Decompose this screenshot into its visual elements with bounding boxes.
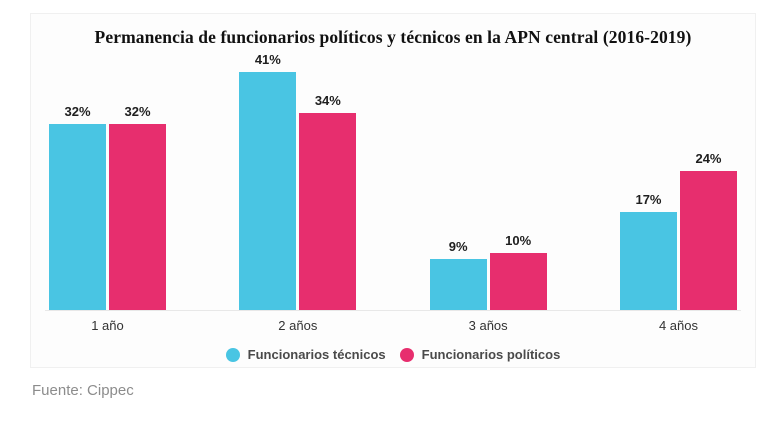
bar xyxy=(619,212,677,311)
legend-dot-icon xyxy=(399,347,414,362)
chart-title: Permanencia de funcionarios políticos y … xyxy=(94,27,692,47)
bar-group-3: 9% 10% 3 años xyxy=(429,233,547,333)
bar-value-label: 9% xyxy=(448,239,468,254)
category-label: 3 años xyxy=(468,318,508,333)
bar-group-2: 41% 34% 2 años xyxy=(239,52,357,333)
category-label: 2 años xyxy=(278,318,318,333)
bar-value-label: 34% xyxy=(314,93,341,108)
bar-column: 34% xyxy=(299,93,357,311)
bar-value-label: 24% xyxy=(695,151,722,166)
bar xyxy=(489,253,547,311)
bar-value-label: 17% xyxy=(635,192,662,207)
bars-row: 17% 24% xyxy=(619,151,737,311)
bar-group-1: 32% 32% 1 año xyxy=(49,104,166,333)
bar-value-label: 32% xyxy=(124,104,151,119)
bars-row: 9% 10% xyxy=(429,233,547,311)
bar-value-label: 10% xyxy=(505,233,532,248)
legend-dot-icon xyxy=(225,347,240,362)
source-note: Fuente: Cippec xyxy=(32,382,134,399)
chart-card: Permanencia de funcionarios políticos y … xyxy=(30,13,756,368)
legend-label: Funcionarios políticos xyxy=(421,347,561,362)
bars-row: 41% 34% xyxy=(239,52,357,311)
bar xyxy=(679,171,737,311)
legend-item: Funcionarios políticos xyxy=(399,347,561,362)
chart-legend: Funcionarios técnicos Funcionarios políti… xyxy=(31,347,755,362)
bar-column: 41% xyxy=(239,52,297,311)
category-label: 1 año xyxy=(91,318,124,333)
bar xyxy=(299,113,357,311)
legend-label: Funcionarios técnicos xyxy=(247,347,386,362)
bar xyxy=(239,72,297,311)
legend-item: Funcionarios técnicos xyxy=(225,347,386,362)
bars-row: 32% 32% xyxy=(49,104,166,311)
bar-column: 32% xyxy=(49,104,106,311)
bar-value-label: 41% xyxy=(254,52,281,67)
bar-value-label: 32% xyxy=(64,104,91,119)
bar-column: 9% xyxy=(429,239,487,311)
bar-groups: 32% 32% 1 año 41% 34% 2 años 9% 10% 3 años 17% 24%… xyxy=(45,50,741,333)
category-label: 4 años xyxy=(658,318,698,333)
bar-column: 24% xyxy=(679,151,737,311)
x-axis-line xyxy=(45,310,741,311)
bar xyxy=(429,259,487,311)
bar xyxy=(109,124,166,311)
bar xyxy=(49,124,106,311)
bar-column: 17% xyxy=(619,192,677,311)
bar-column: 32% xyxy=(109,104,166,311)
bar-column: 10% xyxy=(489,233,547,311)
bar-chart-plot: 32% 32% 1 año 41% 34% 2 años 9% 10% 3 años 17% 24%… xyxy=(45,50,741,333)
bar-group-4: 17% 24% 4 años xyxy=(619,151,737,333)
